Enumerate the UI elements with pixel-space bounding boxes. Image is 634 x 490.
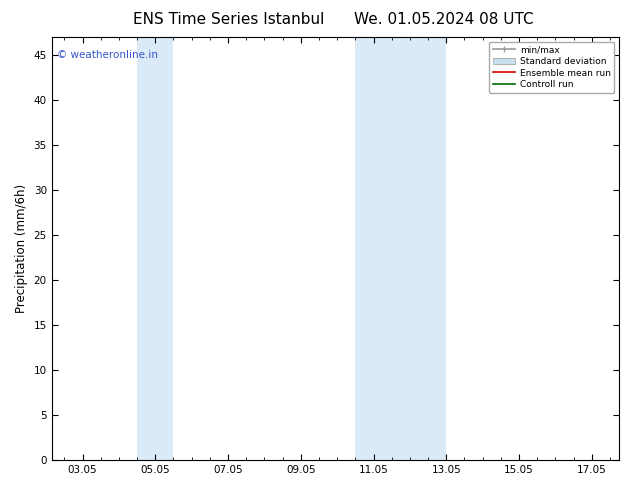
Bar	[137, 37, 174, 460]
Y-axis label: Precipitation (mm/6h): Precipitation (mm/6h)	[15, 184, 28, 313]
Legend: min/max, Standard deviation, Ensemble mean run, Controll run: min/max, Standard deviation, Ensemble me…	[489, 42, 614, 93]
Bar	[355, 37, 446, 460]
Text: We. 01.05.2024 08 UTC: We. 01.05.2024 08 UTC	[354, 12, 534, 27]
Text: © weatheronline.in: © weatheronline.in	[57, 50, 158, 60]
Text: ENS Time Series Istanbul: ENS Time Series Istanbul	[133, 12, 324, 27]
